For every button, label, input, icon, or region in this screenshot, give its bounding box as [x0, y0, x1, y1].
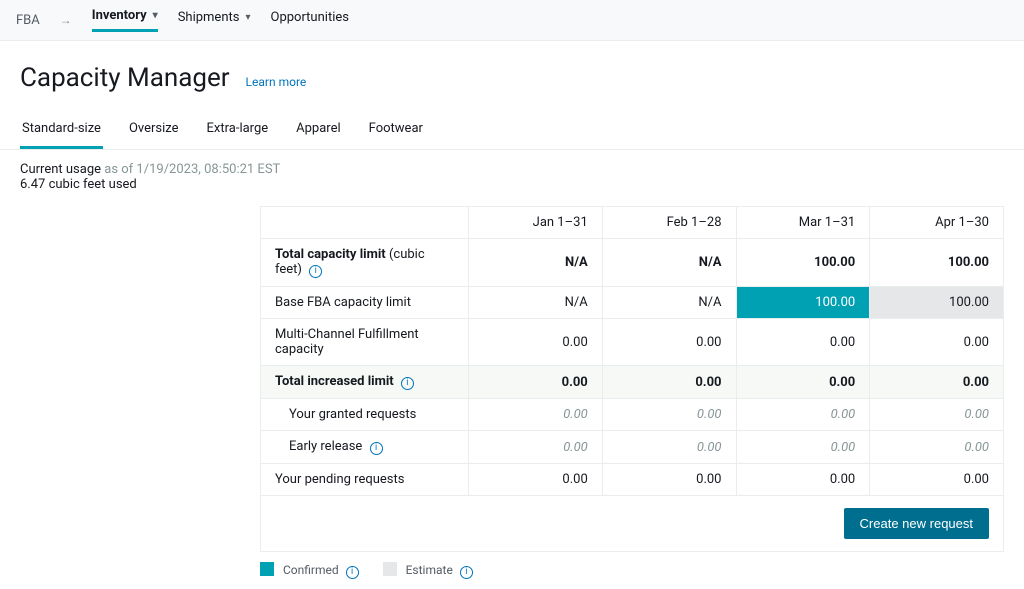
info-icon[interactable]: i — [346, 566, 359, 579]
page-header: Capacity Manager Learn more — [0, 41, 1024, 103]
cell: 0.00 — [469, 464, 603, 496]
col-jan: Jan 1–31 — [469, 207, 603, 239]
legend: Confirmed i Estimate i — [260, 552, 1004, 579]
create-new-request-button[interactable]: Create new request — [844, 508, 989, 539]
table-header-row: Jan 1–31 Feb 1–28 Mar 1–31 Apr 1–30 — [261, 207, 1004, 239]
col-feb: Feb 1–28 — [602, 207, 736, 239]
col-label — [261, 207, 469, 239]
cell: 0.00 — [602, 464, 736, 496]
swatch-confirmed-icon — [260, 562, 274, 576]
legend-confirmed: Confirmed i — [260, 562, 359, 579]
cell-confirmed: 100.00 — [736, 287, 870, 319]
row-label: Base FBA capacity limit — [261, 287, 469, 319]
legend-estimate: Estimate i — [383, 562, 473, 579]
table-action-row: Create new request — [260, 496, 1004, 552]
cell: 0.00 — [736, 399, 870, 431]
learn-more-link[interactable]: Learn more — [246, 75, 307, 89]
cell: 0.00 — [469, 319, 603, 366]
swatch-estimate-icon — [383, 562, 397, 576]
nav-shipments-label: Shipments — [178, 10, 240, 25]
tab-extra-large[interactable]: Extra-large — [205, 113, 271, 149]
info-icon[interactable]: i — [401, 377, 414, 390]
usage-value: 6.47 cubic feet used — [20, 177, 1004, 192]
breadcrumb-fba[interactable]: FBA — [16, 13, 40, 28]
col-apr: Apr 1–30 — [870, 207, 1004, 239]
tab-standard-size[interactable]: Standard-size — [20, 113, 103, 149]
chevron-down-icon: ▾ — [245, 12, 250, 23]
info-icon[interactable]: i — [460, 566, 473, 579]
row-label: Your pending requests — [261, 464, 469, 496]
cell: 0.00 — [736, 366, 870, 399]
col-mar: Mar 1–31 — [736, 207, 870, 239]
cell: 0.00 — [469, 431, 603, 464]
cell: 0.00 — [469, 399, 603, 431]
cell-estimate: 100.00 — [870, 287, 1004, 319]
cell: 0.00 — [870, 431, 1004, 464]
cell: 0.00 — [736, 319, 870, 366]
info-icon[interactable]: i — [309, 265, 322, 278]
row-label: Multi-Channel Fulfillment capacity — [261, 319, 469, 366]
nav-opportunities[interactable]: Opportunities — [271, 10, 349, 31]
usage-label: Current usage — [20, 162, 101, 177]
nav-inventory[interactable]: Inventory ▾ — [92, 8, 158, 32]
cell: N/A — [469, 239, 603, 287]
nav-opportunities-label: Opportunities — [271, 10, 349, 25]
cell: 0.00 — [870, 399, 1004, 431]
tab-apparel[interactable]: Apparel — [294, 113, 343, 149]
cell: 100.00 — [736, 239, 870, 287]
row-early-release: Early release i 0.00 0.00 0.00 0.00 — [261, 431, 1004, 464]
row-total-increased-limit: Total increased limit i 0.00 0.00 0.00 0… — [261, 366, 1004, 399]
cell: 0.00 — [736, 464, 870, 496]
cell: 0.00 — [602, 399, 736, 431]
cell: 0.00 — [602, 366, 736, 399]
row-label: Total capacity limit — [275, 247, 386, 262]
page-title: Capacity Manager — [20, 63, 230, 93]
row-label: Early release — [289, 439, 362, 454]
row-label: Your granted requests — [261, 399, 469, 431]
cell: 100.00 — [870, 239, 1004, 287]
cell: N/A — [469, 287, 603, 319]
current-usage: Current usage as of 1/19/2023, 08:50:21 … — [0, 150, 1024, 206]
cell: N/A — [602, 287, 736, 319]
breadcrumb-arrow-icon: → — [60, 13, 72, 27]
row-label: Total increased limit — [275, 374, 394, 389]
capacity-table-wrap: Jan 1–31 Feb 1–28 Mar 1–31 Apr 1–30 Tota… — [0, 206, 1024, 589]
row-granted-requests: Your granted requests 0.00 0.00 0.00 0.0… — [261, 399, 1004, 431]
cell: 0.00 — [736, 431, 870, 464]
nav-shipments[interactable]: Shipments ▾ — [178, 10, 251, 31]
info-icon[interactable]: i — [370, 442, 383, 455]
cell: 0.00 — [870, 464, 1004, 496]
cell: N/A — [602, 239, 736, 287]
cell: 0.00 — [870, 319, 1004, 366]
size-tabs: Standard-size Oversize Extra-large Appar… — [0, 103, 1024, 150]
cell: 0.00 — [870, 366, 1004, 399]
nav-inventory-label: Inventory — [92, 8, 147, 23]
row-mcf-capacity: Multi-Channel Fulfillment capacity 0.00 … — [261, 319, 1004, 366]
chevron-down-icon: ▾ — [153, 10, 158, 21]
capacity-table: Jan 1–31 Feb 1–28 Mar 1–31 Apr 1–30 Tota… — [260, 206, 1004, 496]
top-nav: FBA → Inventory ▾ Shipments ▾ Opportunit… — [0, 0, 1024, 41]
row-total-capacity-limit: Total capacity limit (cubic feet) i N/A … — [261, 239, 1004, 287]
tab-footwear[interactable]: Footwear — [367, 113, 425, 149]
legend-estimate-label: Estimate — [406, 563, 453, 577]
tab-oversize[interactable]: Oversize — [127, 113, 181, 149]
row-pending-requests: Your pending requests 0.00 0.00 0.00 0.0… — [261, 464, 1004, 496]
cell: 0.00 — [602, 431, 736, 464]
legend-confirmed-label: Confirmed — [283, 563, 339, 577]
usage-asof: as of 1/19/2023, 08:50:21 EST — [104, 162, 280, 177]
row-base-fba-limit: Base FBA capacity limit N/A N/A 100.00 1… — [261, 287, 1004, 319]
cell: 0.00 — [602, 319, 736, 366]
cell: 0.00 — [469, 366, 603, 399]
